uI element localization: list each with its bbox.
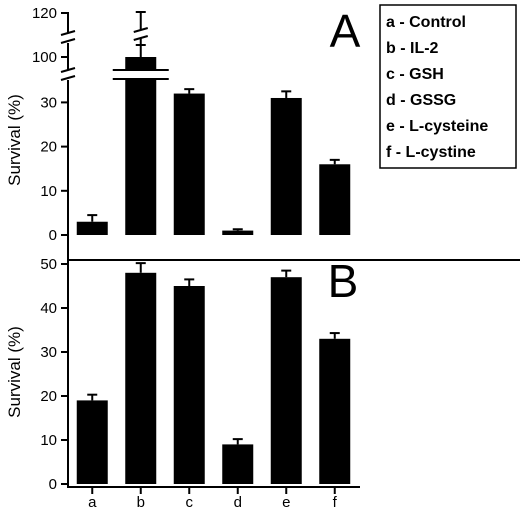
panel-a-y-tick-label: 20	[40, 139, 57, 156]
y-axis-break-mark	[60, 30, 76, 36]
error-bar-break-mark	[133, 27, 149, 33]
panel-b-y-tick-label: 10	[40, 432, 57, 449]
panel-b-y-tick-label: 0	[49, 476, 57, 493]
x-tick-label-f: f	[333, 494, 338, 510]
panel-a-label: A	[330, 5, 361, 57]
y-axis-break-mark	[60, 67, 76, 73]
panel-b-bar-b	[125, 272, 157, 484]
legend: a - Control b - IL-2 c - GSH d - GSSG e …	[379, 4, 517, 169]
panel-a-bar-b	[125, 57, 157, 235]
legend-item-f: f - L-cystine	[386, 144, 476, 161]
bar-b-break-gap	[114, 70, 167, 79]
panel-a-y-tick-label: 30	[40, 94, 57, 111]
panel-b-y-tick-label: 20	[40, 388, 57, 405]
panel-a: Survival (%) A 0 10 20 30 100 120	[5, 5, 361, 244]
panel-b-label: B	[328, 255, 359, 307]
panel-a-bar-a	[76, 221, 108, 235]
panel-b-bar-f	[319, 338, 351, 484]
panel-a-bar-e	[270, 97, 302, 235]
chart-axes: a b c d e f	[60, 12, 520, 510]
legend-item-e: e - L-cysteine	[386, 118, 488, 135]
panel-a-y-tick-label: 100	[32, 49, 57, 66]
legend-box	[379, 4, 517, 169]
panel-b-bar-d	[222, 444, 254, 484]
x-tick-label-a: a	[88, 494, 97, 510]
panel-b-bar-e	[270, 277, 302, 484]
y-axis-break-gap-upper	[62, 33, 74, 43]
panel-a-y-tick-label: 120	[32, 5, 57, 22]
x-tick-label-d: d	[234, 494, 242, 510]
panel-a-y-tick-label: 10	[40, 183, 57, 200]
panel-b-y-tick-label: 50	[40, 256, 57, 273]
panel-b-y-tick-label: 40	[40, 300, 57, 317]
x-tick-label-b: b	[137, 494, 145, 510]
panel-b-bar-c	[173, 286, 205, 484]
error-bar-break-mark	[133, 35, 149, 41]
panel-b-y-axis-title: Survival (%)	[5, 326, 24, 418]
panel-b: Survival (%) B 0 10 20 30 40 50	[5, 255, 358, 493]
x-tick-label-c: c	[186, 494, 194, 510]
panel-b-bar-a	[76, 400, 108, 484]
error-bar-break-gap	[136, 30, 145, 38]
panel-a-bar-f	[319, 164, 351, 235]
x-tick-label-e: e	[282, 494, 290, 510]
y-axis-break-gap-lower	[62, 70, 74, 80]
legend-item-d: d - GSSG	[386, 92, 456, 109]
panel-a-y-axis-title: Survival (%)	[5, 94, 24, 186]
panel-b-y-tick-label: 30	[40, 344, 57, 361]
y-axis-break-mark	[60, 75, 76, 81]
panel-a-bar-c	[173, 93, 205, 235]
panel-a-y-tick-label: 0	[49, 227, 57, 244]
y-axis-break-mark	[60, 38, 76, 44]
legend-item-b: b - IL-2	[386, 40, 439, 57]
panel-a-bar-d	[222, 230, 254, 235]
legend-item-c: c - GSH	[386, 66, 444, 83]
legend-item-a: a - Control	[386, 14, 466, 31]
